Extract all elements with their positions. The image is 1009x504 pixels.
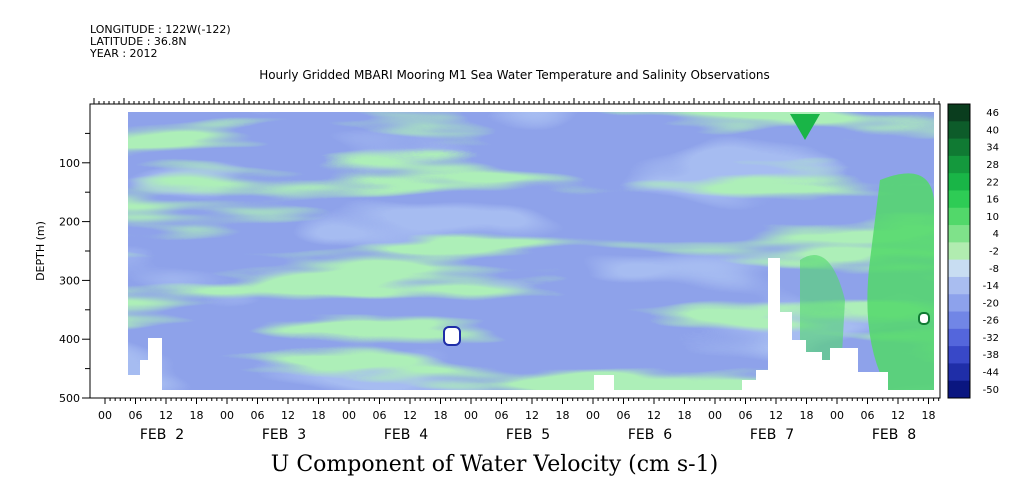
colorbar-label: 10 — [986, 212, 999, 223]
colorbar: 46 40 34 28 22 16 10 4 -2 -8 -14 -20 -26 -32 -38 -44 -50 — [947, 103, 999, 399]
colorbar-label: -38 — [983, 350, 999, 361]
x-tick-label: 18 — [312, 409, 326, 422]
x-tick-label: 18 — [556, 409, 570, 422]
colorbar-label: 40 — [986, 125, 999, 136]
colorbar-swatch — [948, 138, 970, 157]
x-axis-label: U Component of Water Velocity (cm s-1) — [270, 452, 719, 477]
x-day-label: FEB 6 — [628, 427, 672, 443]
colorbar-label: -14 — [983, 281, 999, 292]
longitude-label: LONGITUDE : 122W(-122) — [90, 23, 231, 36]
colorbar-swatch — [948, 242, 970, 261]
x-tick-label: 18 — [678, 409, 692, 422]
colorbar-label: 16 — [986, 195, 999, 206]
colorbar-label: -8 — [989, 264, 999, 275]
colorbar-swatch — [948, 259, 970, 278]
x-tick-label: 00 — [586, 409, 600, 422]
colorbar-swatch — [948, 311, 970, 330]
x-tick-label: 06 — [861, 409, 875, 422]
colorbar-swatch — [948, 173, 970, 191]
x-tick-label: 00 — [708, 409, 722, 422]
x-day-label: FEB 2 — [140, 427, 184, 443]
x-tick-label: 12 — [647, 409, 661, 422]
colorbar-swatch — [948, 346, 970, 364]
x-tick-label: 12 — [525, 409, 539, 422]
year-label: YEAR : 2012 — [90, 47, 158, 60]
colorbar-swatch — [948, 294, 970, 313]
x-tick-label: 06 — [495, 409, 509, 422]
colorbar-label: 34 — [986, 143, 999, 154]
x-tick-label: 18 — [190, 409, 204, 422]
colorbar-swatch — [948, 328, 970, 347]
colorbar-label: -20 — [983, 298, 999, 309]
x-tick-label: 12 — [159, 409, 173, 422]
x-tick-label: 12 — [891, 409, 905, 422]
x-tick-label: 06 — [129, 409, 143, 422]
x-tick-label: 06 — [251, 409, 265, 422]
colorbar-label: -50 — [983, 385, 999, 396]
colorbar-frame — [947, 103, 971, 399]
colorbar-label: -2 — [989, 246, 999, 257]
x-day-label: FEB 5 — [506, 427, 550, 443]
x-tick-label: 12 — [281, 409, 295, 422]
colorbar-label: -32 — [983, 333, 999, 344]
colorbar-label: 28 — [986, 160, 999, 171]
colorbar-swatch — [948, 380, 970, 399]
x-tick-label: 18 — [434, 409, 448, 422]
x-tick-label: 12 — [403, 409, 417, 422]
y-tick-label: 500 — [59, 392, 80, 405]
x-day-label: FEB 7 — [750, 427, 794, 443]
x-day-label: FEB 3 — [262, 427, 306, 443]
colorbar-swatch — [948, 225, 970, 243]
x-tick-label: 00 — [342, 409, 356, 422]
x-tick-label: 06 — [373, 409, 387, 422]
colorbar-swatch — [948, 155, 970, 174]
x-day-label: FEB 8 — [872, 427, 916, 443]
axes: 100 200 300 400 500 00 06 12 18 00 06 12 18 00 06 12 18 0… — [59, 98, 940, 443]
colorbar-swatch — [948, 190, 970, 209]
heatmap-field — [128, 112, 934, 390]
colorbar-label: 22 — [986, 177, 999, 188]
x-tick-label: 00 — [464, 409, 478, 422]
x-tick-label: 00 — [830, 409, 844, 422]
latitude-label: LATITUDE : 36.8N — [90, 35, 187, 48]
y-tick-label: 300 — [59, 274, 80, 287]
colorbar-swatch — [948, 121, 970, 140]
colorbar-swatch — [948, 207, 970, 226]
colorbar-swatch — [948, 363, 970, 382]
colorbar-swatch — [948, 276, 970, 295]
chart-title: Hourly Gridded MBARI Mooring M1 Sea Wate… — [259, 68, 770, 82]
x-tick-label: 18 — [922, 409, 936, 422]
colorbar-label: 46 — [986, 108, 999, 119]
y-axis-label: DEPTH (m) — [34, 221, 47, 281]
x-tick-label: 06 — [617, 409, 631, 422]
x-day-label: FEB 4 — [384, 427, 428, 443]
colorbar-label: -44 — [983, 368, 999, 379]
x-tick-label: 00 — [220, 409, 234, 422]
x-tick-label: 00 — [98, 409, 112, 422]
x-tick-label: 18 — [800, 409, 814, 422]
y-tick-label: 100 — [59, 157, 80, 170]
colorbar-label: -26 — [983, 316, 999, 327]
y-tick-label: 200 — [59, 216, 80, 229]
colorbar-swatch — [948, 104, 970, 122]
y-tick-label: 400 — [59, 333, 80, 346]
x-tick-label: 06 — [739, 409, 753, 422]
x-tick-label: 12 — [769, 409, 783, 422]
colorbar-label: 4 — [993, 229, 999, 240]
